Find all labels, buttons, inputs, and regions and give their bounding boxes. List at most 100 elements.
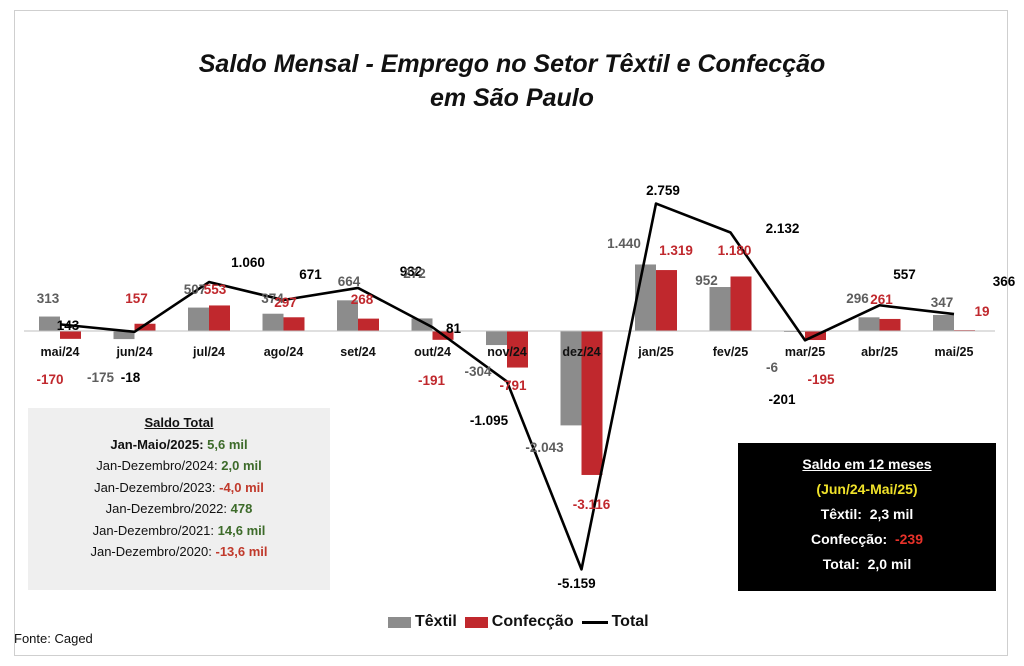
bar-textil: [486, 331, 507, 346]
saldo-row-value: 478: [230, 501, 253, 516]
saldo-total-box: Saldo Total Jan-Maio/2025: 5,6 mil Jan-D…: [28, 408, 330, 590]
legend-item-confeccao: Confecção: [464, 613, 574, 631]
saldo-row-value: 2,0 mil: [221, 458, 262, 473]
data-label-textil: 272: [403, 266, 426, 281]
chart-legend: Têxtil Confecção Total: [388, 610, 657, 634]
legend-label-total: Total: [611, 613, 649, 630]
bar-textil: [337, 300, 358, 331]
data-label-confeccao: -791: [499, 378, 527, 393]
x-tick-label: out/24: [414, 345, 451, 359]
bar-confeccao: [283, 317, 305, 331]
bar-confeccao: [134, 323, 156, 331]
saldo-row: Jan-Dezembro/2021: 14,6 mil: [28, 520, 330, 542]
data-label-total: 671: [299, 267, 322, 282]
saldo-row-label: Jan-Dezembro/2023:: [94, 479, 216, 495]
saldo-row-label: Jan-Dezembro/2022:: [105, 501, 228, 516]
bar-confeccao: [60, 331, 81, 339]
saldo-row-label: Jan-Dezembro/2020:: [90, 544, 212, 559]
data-label-confeccao: 157: [125, 291, 148, 306]
chart-title-line1: Saldo Mensal - Emprego no Setor Têxtil e…: [198, 50, 826, 78]
x-tick-label: fev/25: [713, 345, 748, 359]
box12-textil-value: 2,3 mil: [869, 506, 914, 522]
x-tick-label: dez/24: [562, 345, 600, 359]
x-tick-label: mai/24: [41, 345, 80, 359]
data-label-confeccao: 553: [204, 282, 227, 297]
data-label-textil: 664: [338, 274, 361, 289]
data-label-confeccao: 297: [274, 295, 297, 310]
data-label-confeccao: 1.180: [718, 243, 752, 258]
bar-textil: [560, 331, 582, 426]
legend-swatch-textil: [388, 616, 411, 628]
x-tick-label: jul/24: [192, 345, 225, 359]
saldo-row-label: Jan-Dezembro/2021:: [92, 522, 215, 538]
bar-confeccao: [730, 276, 752, 331]
box12-header: Saldo em 12 meses: [802, 456, 932, 472]
data-label-textil: -304: [464, 364, 492, 379]
bar-textil: [411, 318, 433, 331]
box12-period: (Jun/24-Mai/25): [816, 481, 918, 497]
data-label-total: 81: [446, 321, 462, 336]
box12-total-value: 2,0 mil: [867, 556, 912, 572]
data-label-total: -201: [768, 392, 796, 407]
x-tick-label: nov/24: [487, 345, 527, 359]
data-label-confeccao: 1.319: [659, 243, 693, 258]
data-label-total: 1.060: [231, 255, 265, 270]
x-tick-label: mar/25: [785, 345, 825, 359]
data-label-total: 557: [893, 267, 916, 282]
bar-confeccao: [656, 270, 677, 331]
x-tick-label: ago/24: [264, 345, 304, 359]
chart-title-line2: em São Paulo: [430, 84, 594, 112]
saldo-total-header: Saldo Total: [144, 415, 214, 430]
x-tick-label: jan/25: [637, 345, 673, 359]
saldo-row-label: Jan-Maio/2025:: [110, 436, 204, 452]
bar-confeccao: [879, 318, 901, 331]
bar-confeccao: [507, 331, 528, 368]
data-label-total: -1.095: [470, 413, 509, 428]
legend-item-textil: Têxtil: [388, 613, 457, 631]
saldo-row-value: -13,6 mil: [215, 544, 268, 559]
box12-textil-label: Têxtil:: [820, 506, 862, 522]
data-label-textil: 507: [184, 282, 207, 297]
data-label-total: -18: [121, 370, 141, 385]
saldo-row: Jan-Dezembro/2024: 2,0 mil: [28, 455, 330, 477]
bar-textil: [858, 317, 880, 331]
data-label-confeccao: -191: [418, 373, 446, 388]
bar-textil: [933, 314, 954, 331]
source-note: Fonte: Caged: [14, 631, 93, 646]
legend-item-total: Total: [581, 613, 649, 631]
box12-confeccao-label: Confecção:: [810, 531, 888, 547]
data-label-textil: 1.440: [607, 236, 641, 251]
data-label-textil: -175: [87, 370, 115, 385]
bar-textil: [635, 264, 656, 331]
data-label-total: 2.759: [646, 183, 680, 198]
data-label-total: 932: [400, 264, 423, 279]
bar-confeccao: [358, 318, 379, 331]
data-label-total: -5.159: [557, 576, 595, 591]
data-label-confeccao: 261: [870, 292, 893, 307]
data-label-textil: -2.043: [525, 440, 564, 455]
x-tick-label: abr/25: [861, 345, 898, 359]
saldo-12-meses-box: Saldo em 12 meses (Jun/24-Mai/25) Têxtil…: [738, 443, 996, 591]
data-label-textil: 347: [931, 295, 954, 310]
saldo-row-value: 14,6 mil: [217, 522, 266, 538]
saldo-row: Jan-Dezembro/2020: -13,6 mil: [28, 541, 330, 563]
data-label-textil: 313: [37, 291, 60, 306]
chart-frame: [14, 10, 1008, 656]
data-label-textil: 296: [846, 291, 869, 306]
box12-textil: Têxtil: 2,3 mil: [738, 502, 996, 527]
legend-label-textil: Têxtil: [415, 613, 457, 630]
bar-textil: [39, 316, 60, 331]
saldo-row-value: 5,6 mil: [207, 436, 248, 452]
data-label-confeccao: -195: [807, 372, 835, 387]
box12-confeccao: Confecção: -239: [738, 527, 996, 552]
data-label-confeccao: -170: [36, 372, 63, 387]
x-tick-label: set/24: [340, 345, 375, 359]
bar-confeccao: [209, 305, 230, 331]
saldo-row: Jan-Dezembro/2023: -4,0 mil: [28, 477, 330, 499]
saldo-row-value: -4,0 mil: [219, 479, 264, 495]
data-label-total: 366: [993, 274, 1016, 289]
bar-textil: [188, 307, 209, 331]
legend-label-confeccao: Confecção: [491, 613, 574, 630]
bar-confeccao: [581, 331, 603, 475]
